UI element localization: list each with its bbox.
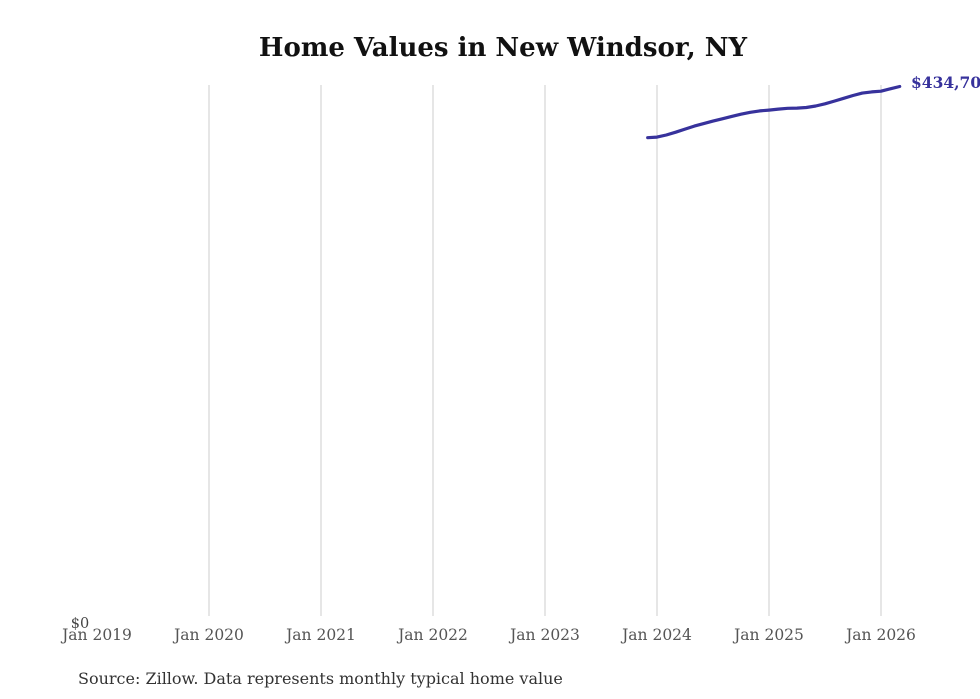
x-axis-tick-labels: Jan 2019 Jan 2020 Jan 2021 Jan 2022 Jan … xyxy=(60,626,916,644)
x-tick-label: Jan 2021 xyxy=(284,626,356,644)
x-tick-label: Jan 2024 xyxy=(620,626,692,644)
x-tick-label: Jan 2020 xyxy=(172,626,244,644)
x-tick-label: Jan 2026 xyxy=(844,626,916,644)
chart-title: Home Values in New Windsor, NY xyxy=(259,33,748,63)
source-note: Source: Zillow. Data represents monthly … xyxy=(78,669,563,688)
x-tick-label: Jan 2022 xyxy=(396,626,468,644)
x-tick-label: Jan 2023 xyxy=(508,626,580,644)
end-value-label: $434,700 xyxy=(911,73,980,92)
x-tick-label: Jan 2019 xyxy=(60,626,132,644)
home-value-line xyxy=(646,84,902,140)
gridlines xyxy=(208,85,882,616)
y-axis-zero-label: $0 xyxy=(71,616,89,632)
x-tick-label: Jan 2025 xyxy=(732,626,804,644)
